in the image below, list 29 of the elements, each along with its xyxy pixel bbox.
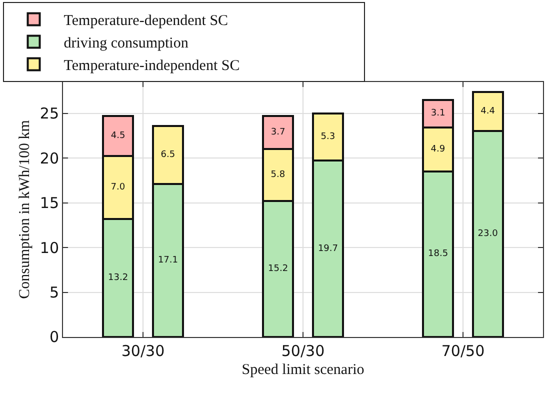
x-axis-title: Speed limit scenario — [242, 362, 364, 378]
text: 30/30 — [121, 342, 165, 360]
y-tick-label: 0 — [49, 328, 59, 346]
data-label: 23.0 — [478, 229, 498, 240]
y-tick-label: 10 — [40, 238, 59, 257]
data-label: 15.2 — [268, 264, 288, 274]
y-axis-title: Consumption in kWh/100 km — [17, 120, 34, 299]
data-label: 7.0 — [110, 182, 126, 193]
text: 70/50 — [441, 342, 485, 360]
data-label: 5.3 — [320, 132, 336, 142]
data-label: 6.5 — [160, 150, 176, 160]
legend-label: driving consumption — [64, 36, 189, 52]
data-label: 18.5 — [428, 249, 448, 260]
y-tick-label: 15 — [40, 194, 59, 212]
data-label: 3.1 — [430, 108, 446, 119]
legend-label: Temperature-independent SC — [64, 58, 240, 74]
data-label: 13.2 — [108, 272, 128, 283]
y-tick-label: 20 — [40, 149, 59, 168]
y-tick-label: 5 — [49, 284, 59, 302]
legend-label: Temperature-dependent SC — [64, 13, 228, 30]
data-label: 4.4 — [480, 106, 496, 116]
data-label: 4.9 — [430, 144, 446, 155]
data-label: 3.7 — [270, 128, 286, 138]
data-label: 5.8 — [270, 170, 286, 180]
y-tick-label: 25 — [40, 104, 59, 123]
data-label: 17.1 — [158, 255, 178, 266]
text: 50/30 — [281, 342, 325, 360]
data-label: 4.5 — [110, 131, 126, 142]
data-label: 19.7 — [318, 244, 338, 254]
